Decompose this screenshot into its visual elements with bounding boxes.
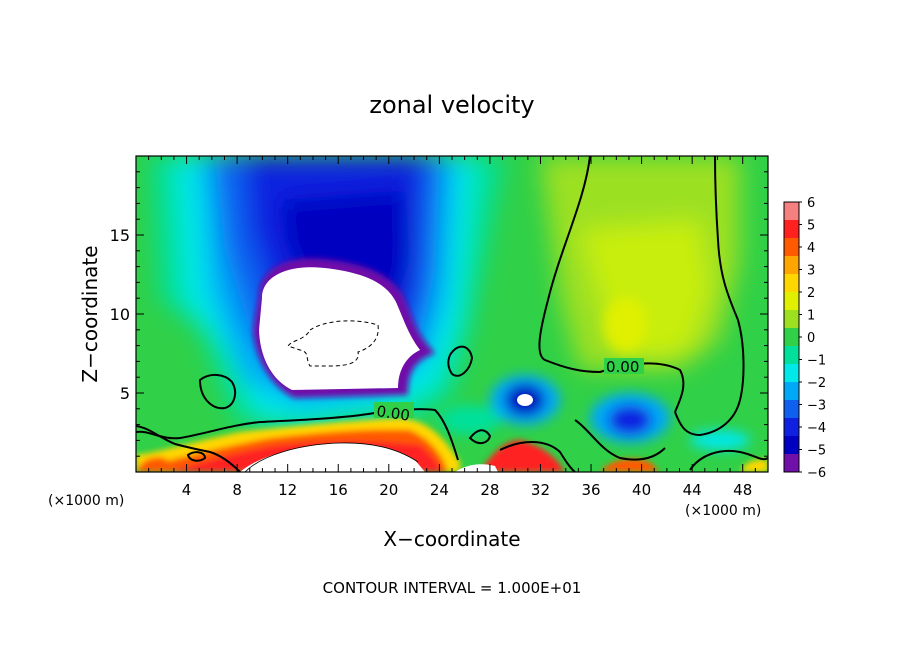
contour-interval-footer: CONTOUR INTERVAL = 1.000E+01 bbox=[323, 579, 582, 597]
colorbar-swatch bbox=[784, 274, 799, 293]
small-clipped-cell bbox=[517, 394, 533, 406]
colorbar: 6 5 4 3 2 1 0 −1 −2 −3 −4 −5 −6 bbox=[783, 196, 826, 481]
chart-title: zonal velocity bbox=[369, 91, 534, 119]
x-tick-label: 28 bbox=[480, 481, 499, 499]
colorbar-swatch bbox=[784, 310, 799, 329]
x-tick-label: 40 bbox=[632, 481, 651, 499]
surface-clipped-region bbox=[240, 442, 425, 472]
x-tick-label: 48 bbox=[733, 481, 752, 499]
colorbar-swatch bbox=[784, 220, 799, 239]
colorbar-label: 5 bbox=[807, 219, 815, 234]
plot-area: 0.00 0.00 bbox=[136, 156, 768, 472]
colorbar-swatch bbox=[784, 238, 799, 257]
x-tick-label: 12 bbox=[278, 481, 297, 499]
colorbar-label: 6 bbox=[807, 196, 815, 211]
colorbar-label: 0 bbox=[807, 331, 815, 346]
positive-jet-region bbox=[540, 156, 740, 370]
x-unit-left: (×1000 m) bbox=[48, 493, 124, 509]
y-tick-label: 15 bbox=[110, 226, 130, 245]
colorbar-label: 4 bbox=[807, 241, 815, 256]
zero-contours bbox=[136, 156, 768, 472]
x-tick-label: 8 bbox=[232, 481, 242, 499]
contour-label-2: 0.00 bbox=[375, 402, 411, 424]
contour-label-1: 0.00 bbox=[606, 358, 639, 376]
contour-labels: 0.00 0.00 bbox=[374, 358, 644, 425]
colorbar-swatch bbox=[784, 292, 799, 311]
x-unit-right: (×1000 m) bbox=[685, 503, 761, 519]
x-tick-label: 16 bbox=[329, 481, 348, 499]
inner-dashed-contour bbox=[287, 320, 379, 367]
y-tick-label: 10 bbox=[110, 305, 130, 324]
colorbar-swatch bbox=[784, 256, 799, 275]
colorbar-label: −6 bbox=[807, 466, 826, 481]
colorbar-swatch bbox=[784, 346, 799, 365]
colorbar-label: 1 bbox=[807, 309, 815, 324]
x-tick-label: 36 bbox=[581, 481, 600, 499]
colorbar-label: 2 bbox=[807, 286, 815, 301]
colorbar-swatch bbox=[784, 382, 799, 401]
colorbar-label: −1 bbox=[807, 354, 826, 369]
y-tick-label: 5 bbox=[120, 384, 130, 403]
x-tick-label: 44 bbox=[683, 481, 702, 499]
surface-thin-contour bbox=[244, 442, 419, 472]
y-axis-label: Z−coordinate bbox=[78, 245, 102, 382]
colorbar-swatch bbox=[784, 454, 799, 473]
colorbar-label: −4 bbox=[807, 421, 826, 436]
surface-clipped-region-2 bbox=[455, 464, 498, 472]
y-axis: 5 10 15 bbox=[110, 171, 768, 457]
clipped-easterly-core bbox=[259, 267, 420, 390]
x-tick-label: 32 bbox=[531, 481, 550, 499]
colorbar-swatch bbox=[784, 436, 799, 455]
colorbar-label: 3 bbox=[807, 264, 815, 279]
x-axis: 4 8 12 16 20 24 28 32 36 40 44 48 bbox=[148, 156, 756, 499]
positive-max-cell bbox=[603, 297, 647, 353]
x-tick-label: 24 bbox=[430, 481, 449, 499]
colorbar-swatch bbox=[784, 364, 799, 383]
x-tick-label: 4 bbox=[182, 481, 192, 499]
colorbar-swatch bbox=[784, 328, 799, 347]
colorbar-swatch bbox=[784, 400, 799, 419]
colorbar-label: −5 bbox=[807, 444, 826, 459]
x-tick-label: 20 bbox=[379, 481, 398, 499]
x-axis-label: X−coordinate bbox=[383, 527, 520, 551]
colorbar-swatch bbox=[784, 418, 799, 437]
colorbar-swatch bbox=[784, 202, 799, 221]
colorbar-label: −3 bbox=[807, 399, 826, 414]
colorbar-label: −2 bbox=[807, 376, 826, 391]
